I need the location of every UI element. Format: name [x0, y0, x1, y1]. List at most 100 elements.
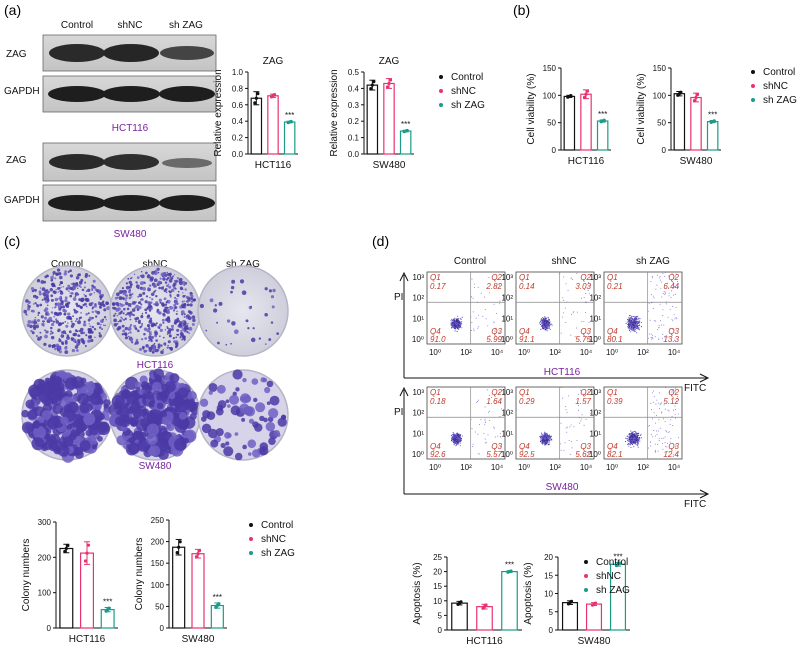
colony [141, 297, 144, 301]
blot-band [102, 195, 160, 211]
y-tick-label: 50 [547, 119, 556, 128]
event-dot [457, 321, 459, 323]
event-dot [541, 322, 543, 324]
plate-dish [197, 265, 289, 357]
event-dot [650, 336, 652, 338]
event-dot [632, 325, 634, 327]
colony [93, 304, 97, 308]
colony [139, 275, 142, 277]
colony [93, 327, 97, 331]
colony [68, 290, 70, 292]
colony [234, 432, 239, 436]
data-point [272, 93, 277, 97]
event-dot [650, 294, 652, 296]
event-dot [654, 336, 656, 338]
event-dot [452, 432, 454, 434]
event-dot [665, 301, 667, 303]
event-dot [638, 320, 640, 322]
event-dot [651, 392, 653, 394]
colony [80, 312, 82, 314]
colony [153, 303, 156, 306]
event-dot [636, 437, 638, 439]
colony [55, 320, 60, 324]
event-dot [456, 321, 458, 323]
event-dot [665, 408, 667, 410]
data-point [64, 546, 68, 551]
event-dot [659, 427, 661, 429]
event-dot [580, 420, 582, 422]
colony [74, 310, 78, 314]
event-dot [563, 449, 565, 451]
blot-col-shnc: shNC [117, 20, 142, 31]
colony [186, 300, 189, 303]
colony [75, 318, 78, 320]
colony [168, 290, 171, 293]
colony [94, 303, 97, 306]
event-dot [674, 408, 676, 410]
flow-x-tick-label: 10⁰ [518, 463, 530, 472]
colony [117, 292, 120, 294]
colony [157, 343, 161, 347]
plate-col-shzag: sh ZAG [226, 259, 260, 270]
event-dot [460, 440, 462, 442]
colony [103, 324, 105, 326]
event-dot [627, 324, 630, 326]
colony [52, 320, 56, 323]
colony [88, 328, 93, 332]
colony [91, 310, 94, 314]
event-dot [677, 281, 679, 283]
colony [149, 445, 161, 457]
y-tick-label: 1.0 [232, 68, 244, 77]
x-axis-label: HCT116 [466, 636, 503, 647]
event-dot [460, 434, 462, 436]
event-dot [547, 326, 549, 328]
event-dot [635, 440, 637, 442]
event-dot [648, 337, 650, 339]
colony [129, 323, 133, 327]
event-dot [628, 439, 630, 441]
event-dot [457, 315, 459, 317]
event-dot [487, 325, 489, 327]
colony [172, 336, 176, 340]
flow-col-shzag: sh ZAG [636, 256, 670, 267]
colony [173, 280, 176, 282]
flow-x-tick-label: 10² [549, 348, 561, 357]
event-dot [478, 424, 480, 426]
colony [131, 296, 133, 298]
colony [243, 394, 252, 403]
colony [235, 387, 240, 392]
colony [140, 270, 143, 273]
event-dot [545, 432, 547, 434]
colony [36, 304, 40, 308]
event-dot [541, 325, 543, 327]
colony [131, 341, 134, 344]
x-axis-label: SW480 [680, 156, 713, 167]
colony [66, 336, 70, 340]
colony [120, 316, 123, 319]
event-dot [631, 438, 633, 441]
event-dot [655, 450, 657, 452]
event-dot [630, 316, 633, 318]
colony [70, 320, 73, 323]
event-dot [583, 320, 585, 322]
event-dot [629, 323, 631, 325]
event-dot [540, 319, 542, 321]
colony [52, 271, 56, 275]
event-dot [484, 309, 486, 311]
event-dot [583, 296, 585, 298]
flow-y-tick-label: 10² [412, 294, 424, 303]
colony [75, 349, 79, 352]
colony [79, 305, 83, 309]
colony [116, 314, 119, 317]
event-dot [545, 327, 547, 329]
event-dot [675, 400, 677, 402]
colony [98, 289, 102, 293]
bar [706, 120, 719, 151]
event-dot [667, 316, 669, 318]
colony [242, 444, 247, 450]
colony [77, 393, 90, 405]
x-axis-label: HCT116 [255, 160, 292, 171]
colony [135, 316, 140, 320]
colony [162, 286, 165, 288]
